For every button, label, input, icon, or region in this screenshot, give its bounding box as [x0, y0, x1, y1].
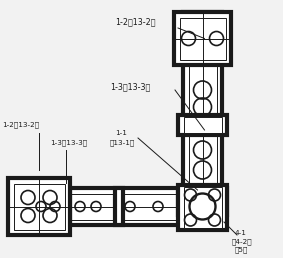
Bar [20, 194, 183, 220]
Text: 1-2（13-2）: 1-2（13-2） [2, 122, 39, 128]
Bar [115, 188, 123, 225]
Bar [183, 187, 222, 228]
Bar [183, 12, 222, 215]
Bar [183, 190, 222, 213]
Bar [188, 12, 216, 215]
Text: （13-1）: （13-1） [110, 139, 135, 146]
Bar [14, 183, 65, 230]
Bar [183, 117, 222, 133]
Bar [62, 188, 70, 225]
Text: 1-3（13-3）: 1-3（13-3） [110, 83, 150, 92]
Text: （5）: （5） [235, 246, 248, 253]
Text: 4-1: 4-1 [235, 230, 247, 236]
Bar [179, 18, 226, 60]
Text: 1-3（13-3）: 1-3（13-3） [50, 139, 87, 146]
Bar [178, 115, 227, 135]
Bar [20, 188, 183, 225]
Text: （4-2）: （4-2） [232, 238, 253, 245]
Text: 1-2（13-2）: 1-2（13-2） [115, 18, 155, 27]
Bar [178, 185, 227, 230]
Bar [8, 178, 70, 235]
Bar [178, 188, 227, 215]
Text: 1-1: 1-1 [115, 130, 127, 136]
Bar [174, 12, 231, 65]
